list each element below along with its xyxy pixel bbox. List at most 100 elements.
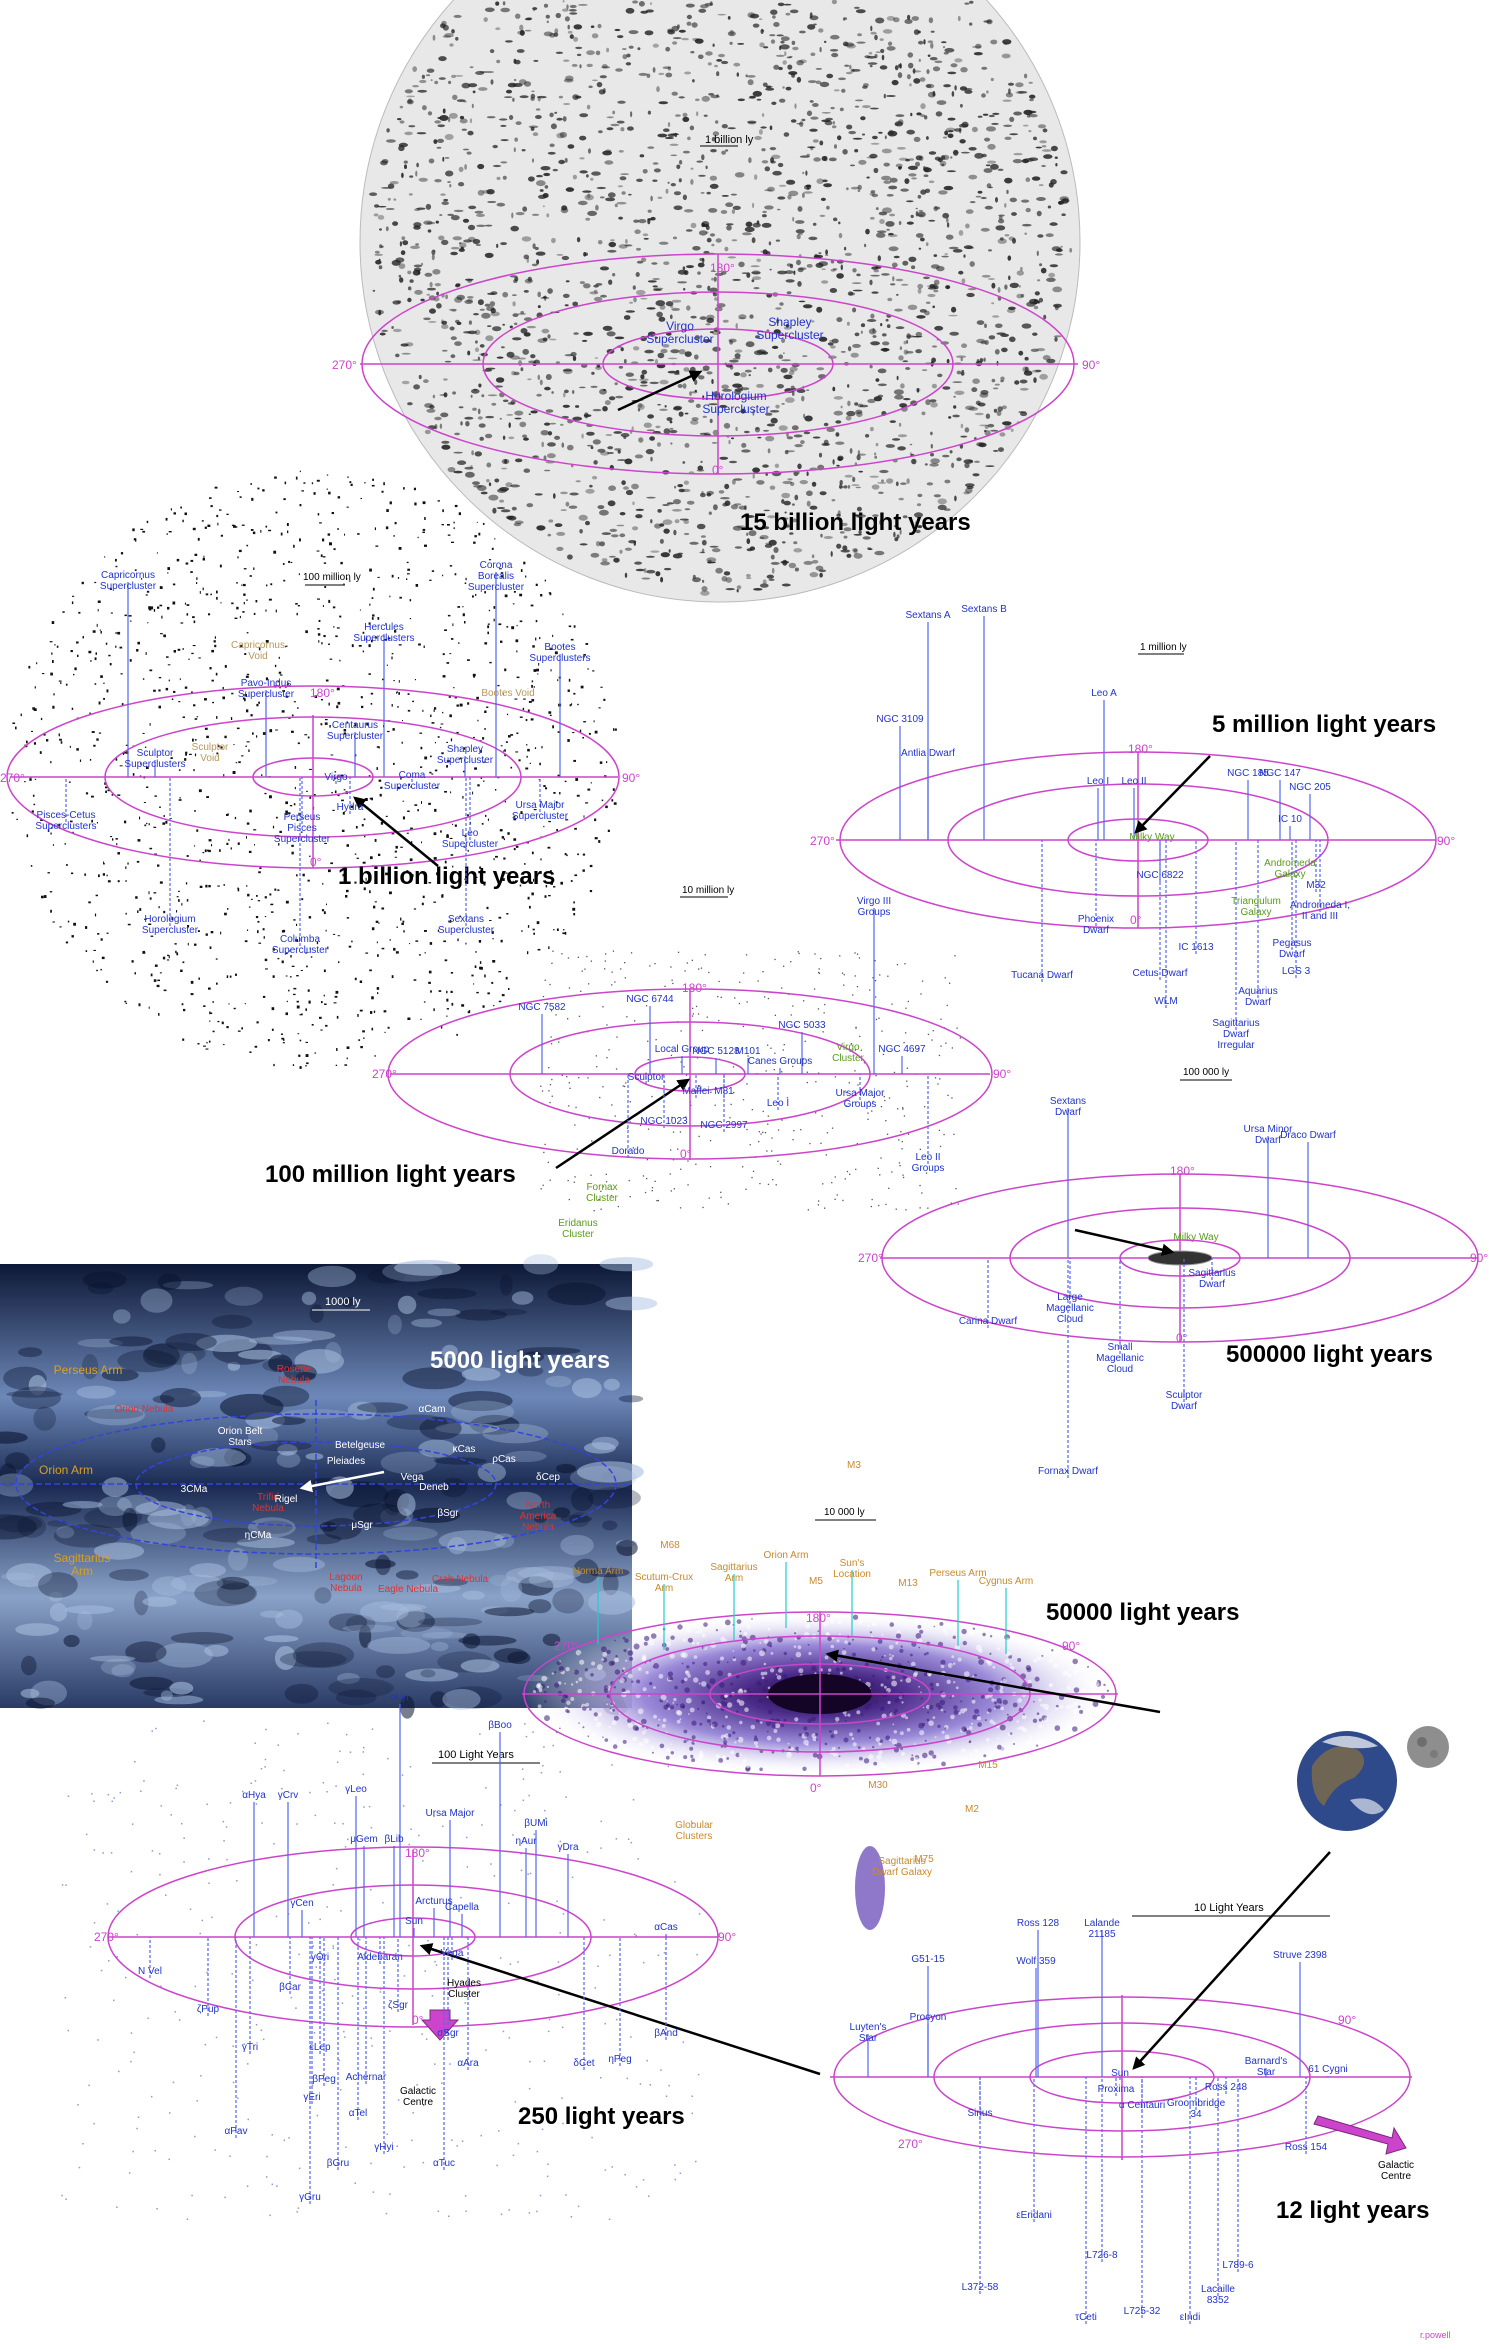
stars250-deg-270: 270°	[94, 1930, 119, 1944]
superclusters-deg-0: 0°	[310, 855, 322, 869]
label-ic-1613: IC 1613	[1178, 840, 1213, 954]
label-wolf-359: Wolf 359	[1016, 1956, 1056, 2077]
label-leo-i: Leo I	[1087, 776, 1109, 840]
galaxy-scale: 10 000 ly	[824, 1507, 865, 1518]
superclusters-deg-270: 270°	[0, 771, 25, 785]
satellites-deg-180: 180°	[1170, 1164, 1195, 1178]
label-cas: ρCas	[492, 1454, 515, 1465]
label-cep: δCep	[536, 1472, 560, 1483]
label-cen: γCen	[290, 1898, 313, 1937]
universe-deg-180: 180°	[710, 261, 735, 275]
label-ceti: τCeti	[1075, 2077, 1097, 2324]
superclusters-scale: 100 million ly	[303, 572, 361, 583]
virgo-dots	[540, 951, 961, 1212]
label-sgr: μSgr	[351, 1520, 373, 1531]
label-perseus-arm: Perseus Arm	[54, 1363, 123, 1377]
label-m15: M15	[978, 1760, 998, 1771]
label-sextans-b: Sextans B	[961, 604, 1007, 840]
label-pav: αPav	[224, 1937, 247, 2138]
label-antlia-dwarf: Antlia Dwarf	[901, 748, 955, 840]
label-milky-way: Milky Way	[1129, 832, 1174, 843]
galaxy-deg-90: 90°	[1062, 1639, 1080, 1653]
label-aur: ηAur	[515, 1836, 537, 1937]
label-car: βCar	[279, 1937, 302, 1994]
universe-deg-90: 90°	[1082, 358, 1100, 372]
label-cam: αCam	[419, 1404, 446, 1415]
label-tel: αTel	[349, 1937, 368, 2120]
label-gru: βGru	[327, 1937, 349, 2170]
virgo-deg-0: 0°	[680, 1147, 692, 1161]
label-maffei: Maffei	[682, 1074, 709, 1098]
virgo-deg-90: 90°	[993, 1067, 1011, 1081]
label-tucana-dwarf: Tucana Dwarf	[1011, 840, 1073, 982]
label-m3: M3	[847, 1460, 861, 1471]
label-61-cygni: 61 Cygni	[1308, 2064, 1347, 2077]
label-l725-32: L725-32	[1124, 2077, 1161, 2318]
stars12-deg-90: 90°	[1338, 2013, 1356, 2027]
label-dra: γDra	[557, 1842, 579, 1937]
label-pleiades: Pleiades	[327, 1456, 365, 1467]
universe-deg-0: 0°	[712, 463, 724, 477]
label-crv: γCrv	[278, 1790, 299, 1937]
universe-scale: 1 billion ly	[705, 134, 754, 146]
superclusters-deg-90: 90°	[622, 771, 640, 785]
superclusters-title: 1 billion light years	[338, 863, 555, 890]
label-eagle-nebula: Eagle Nebula	[378, 1584, 438, 1595]
label-m30: M30	[868, 1780, 888, 1791]
label-wlm: WLM	[1154, 840, 1177, 1008]
label-sculptor: Sculptor	[628, 1072, 665, 1084]
galaxy-title: 50000 light years	[1046, 1599, 1239, 1626]
satellites-deg-0: 0°	[1176, 1331, 1188, 1345]
panel-superclusters: 100 million ly 180° 270° 90° 0° 1 billio…	[0, 471, 640, 1069]
label-lyr: αLyr	[390, 1692, 410, 1937]
virgo-scale: 10 million ly	[682, 885, 734, 896]
neighborhood-scale: 1000 ly	[325, 1296, 361, 1308]
stars250-deg-180: 180°	[405, 1846, 430, 1860]
label-draco-dwarf: Draco Dwarf	[1280, 1130, 1336, 1258]
panel-universe: 1 billion ly 180° 270° 90° 0° 15 billion…	[332, 0, 1100, 602]
label-and: βAnd	[654, 1937, 678, 2040]
label-leo-i: Leo I	[767, 1074, 789, 1110]
universe-title: 15 billion light years	[740, 509, 971, 536]
label-ngc-147: NGC 147	[1259, 768, 1301, 840]
virgo-deg-270: 270°	[372, 1067, 397, 1081]
stars12-scale: 10 Light Years	[1194, 1902, 1264, 1914]
galaxy-deg-270: 270°	[554, 1639, 579, 1653]
stars250-title: 250 light years	[518, 2103, 685, 2130]
label-sgr: βSgr	[437, 1508, 459, 1519]
label-orion-nebula: Orion Nebula	[115, 1404, 174, 1415]
label-n-vel: N Vel	[138, 1937, 162, 1978]
label-hyi: γHyi	[374, 1937, 393, 2154]
stars12-title: 12 light years	[1276, 2197, 1429, 2224]
neighborhood-title: 5000 light years	[430, 1347, 610, 1374]
label-tuc: αTuc	[433, 1937, 455, 2170]
label-ic-10: IC 10	[1278, 814, 1302, 840]
local-group-title: 5 million light years	[1212, 711, 1436, 738]
label-crab-nebula: Crab Nebula	[432, 1574, 489, 1585]
label-m5: M5	[809, 1576, 823, 1587]
local-group-scale: 1 million ly	[1140, 642, 1187, 653]
galaxy-deg-0: 0°	[810, 1781, 822, 1795]
label-deneb: Deneb	[419, 1482, 449, 1493]
